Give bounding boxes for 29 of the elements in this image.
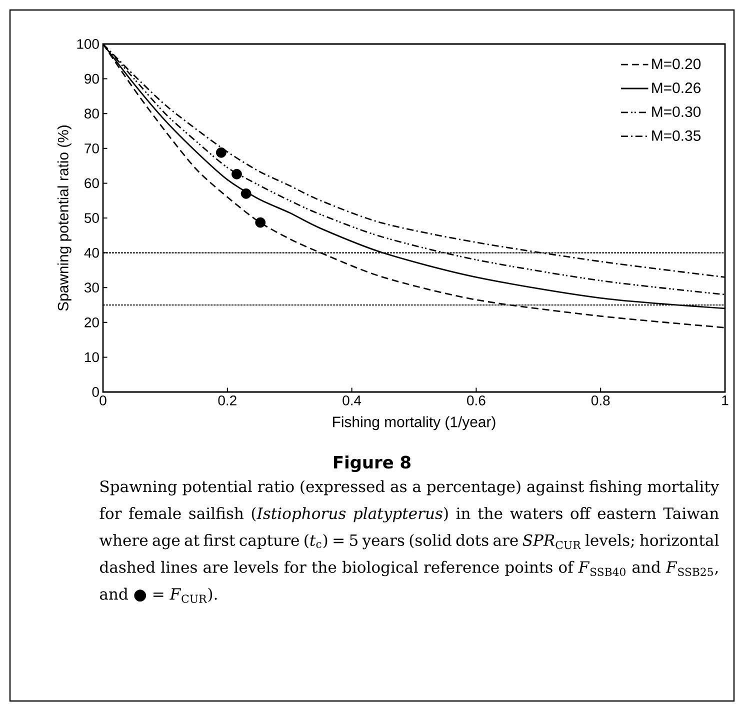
y-tick-label: 10 [85,352,99,362]
y-axis-title: Spawning potential ratio (%) [57,126,72,311]
y-tick-label: 50 [84,213,99,223]
y-tick-label: 80 [84,108,99,119]
y-tick-label: 100 [77,39,99,49]
y-tick-label: 40 [84,248,99,258]
legend-label: M=0.30 [652,106,701,118]
x-tick-label: 1 [722,396,728,406]
point [240,188,252,199]
y-tick-label: 70 [84,143,99,154]
x-tick-label: 0.4 [342,396,362,406]
y-tick-label: 0 [92,387,99,397]
x-axis-title: Fishing mortality (1/year) [333,416,496,430]
legend-label: M=0.20 [652,58,701,70]
text: Figure 8 [334,456,410,472]
y-tick-label: 20 [84,317,99,328]
x-tick-label: 0.6 [467,396,486,406]
point [255,217,266,228]
y-tick-label: 90 [84,74,99,84]
x-tick-label: 0.2 [218,396,236,406]
y-tick-label: 30 [84,282,99,293]
x-tick-label: 0 [100,396,106,406]
legend-label: M=0.26 [652,82,701,94]
x-tick-label: 0.8 [591,396,610,406]
y-tick-label: 60 [84,178,99,188]
point [232,168,242,180]
text: Spawning potential ratio (expressed as a percentage) against fishing mortality for female sailfish (Istiophorus platypterus) in the waters off eastern Taiwan where age at first capture (t$_{c}$) = 5 years (solid dots are SPR$_{CUR}$ levels; horizontal dashed lines are levels for the biological reference points of F$_{SSB40}$ and F$_{SSB25}$, and ● = F$_{CUR}$). [99,480,720,603]
point [216,147,226,158]
legend-label: M=0.35 [652,130,701,141]
